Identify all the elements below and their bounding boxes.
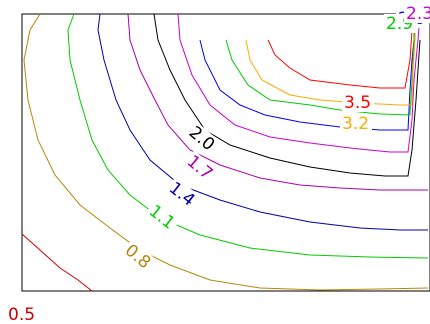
contour-line-1-7	[127, 13, 428, 191]
contour-label-bg	[404, 4, 430, 23]
contour-label-3-5: 3.5	[344, 93, 371, 113]
contour-label-bg	[342, 93, 374, 112]
contour-labels: 0.50.81.11.41.72.02.62.92.33.23.5	[6, 4, 430, 324]
contour-line-3-5	[267, 14, 413, 89]
contour-label-bg	[6, 305, 38, 324]
contour-label-bg	[183, 121, 221, 157]
contour-line-2-0	[153, 13, 421, 177]
contour-line-2-9	[225, 13, 417, 116]
contour-label-3-2: 3.2	[342, 114, 369, 134]
contour-label-bg	[181, 150, 219, 186]
contour-line-0-5	[21, 233, 93, 292]
contour-line-1-1	[67, 13, 429, 259]
contour-label-0-5: 0.5	[8, 305, 35, 324]
contour-line-2-3	[177, 13, 421, 153]
contour-label-bg	[340, 114, 372, 133]
contour-line-0-8	[23, 13, 429, 291]
contour-label-bg	[163, 176, 201, 212]
contour-lines	[21, 13, 429, 292]
contour-line-1-4	[97, 13, 428, 231]
plot-frame	[21, 13, 430, 292]
contour-label-2-3: 2.3	[406, 4, 430, 24]
contour-label-bg	[119, 239, 157, 275]
contour-line-2-6	[199, 13, 416, 131]
contour-label-bg	[143, 199, 181, 235]
